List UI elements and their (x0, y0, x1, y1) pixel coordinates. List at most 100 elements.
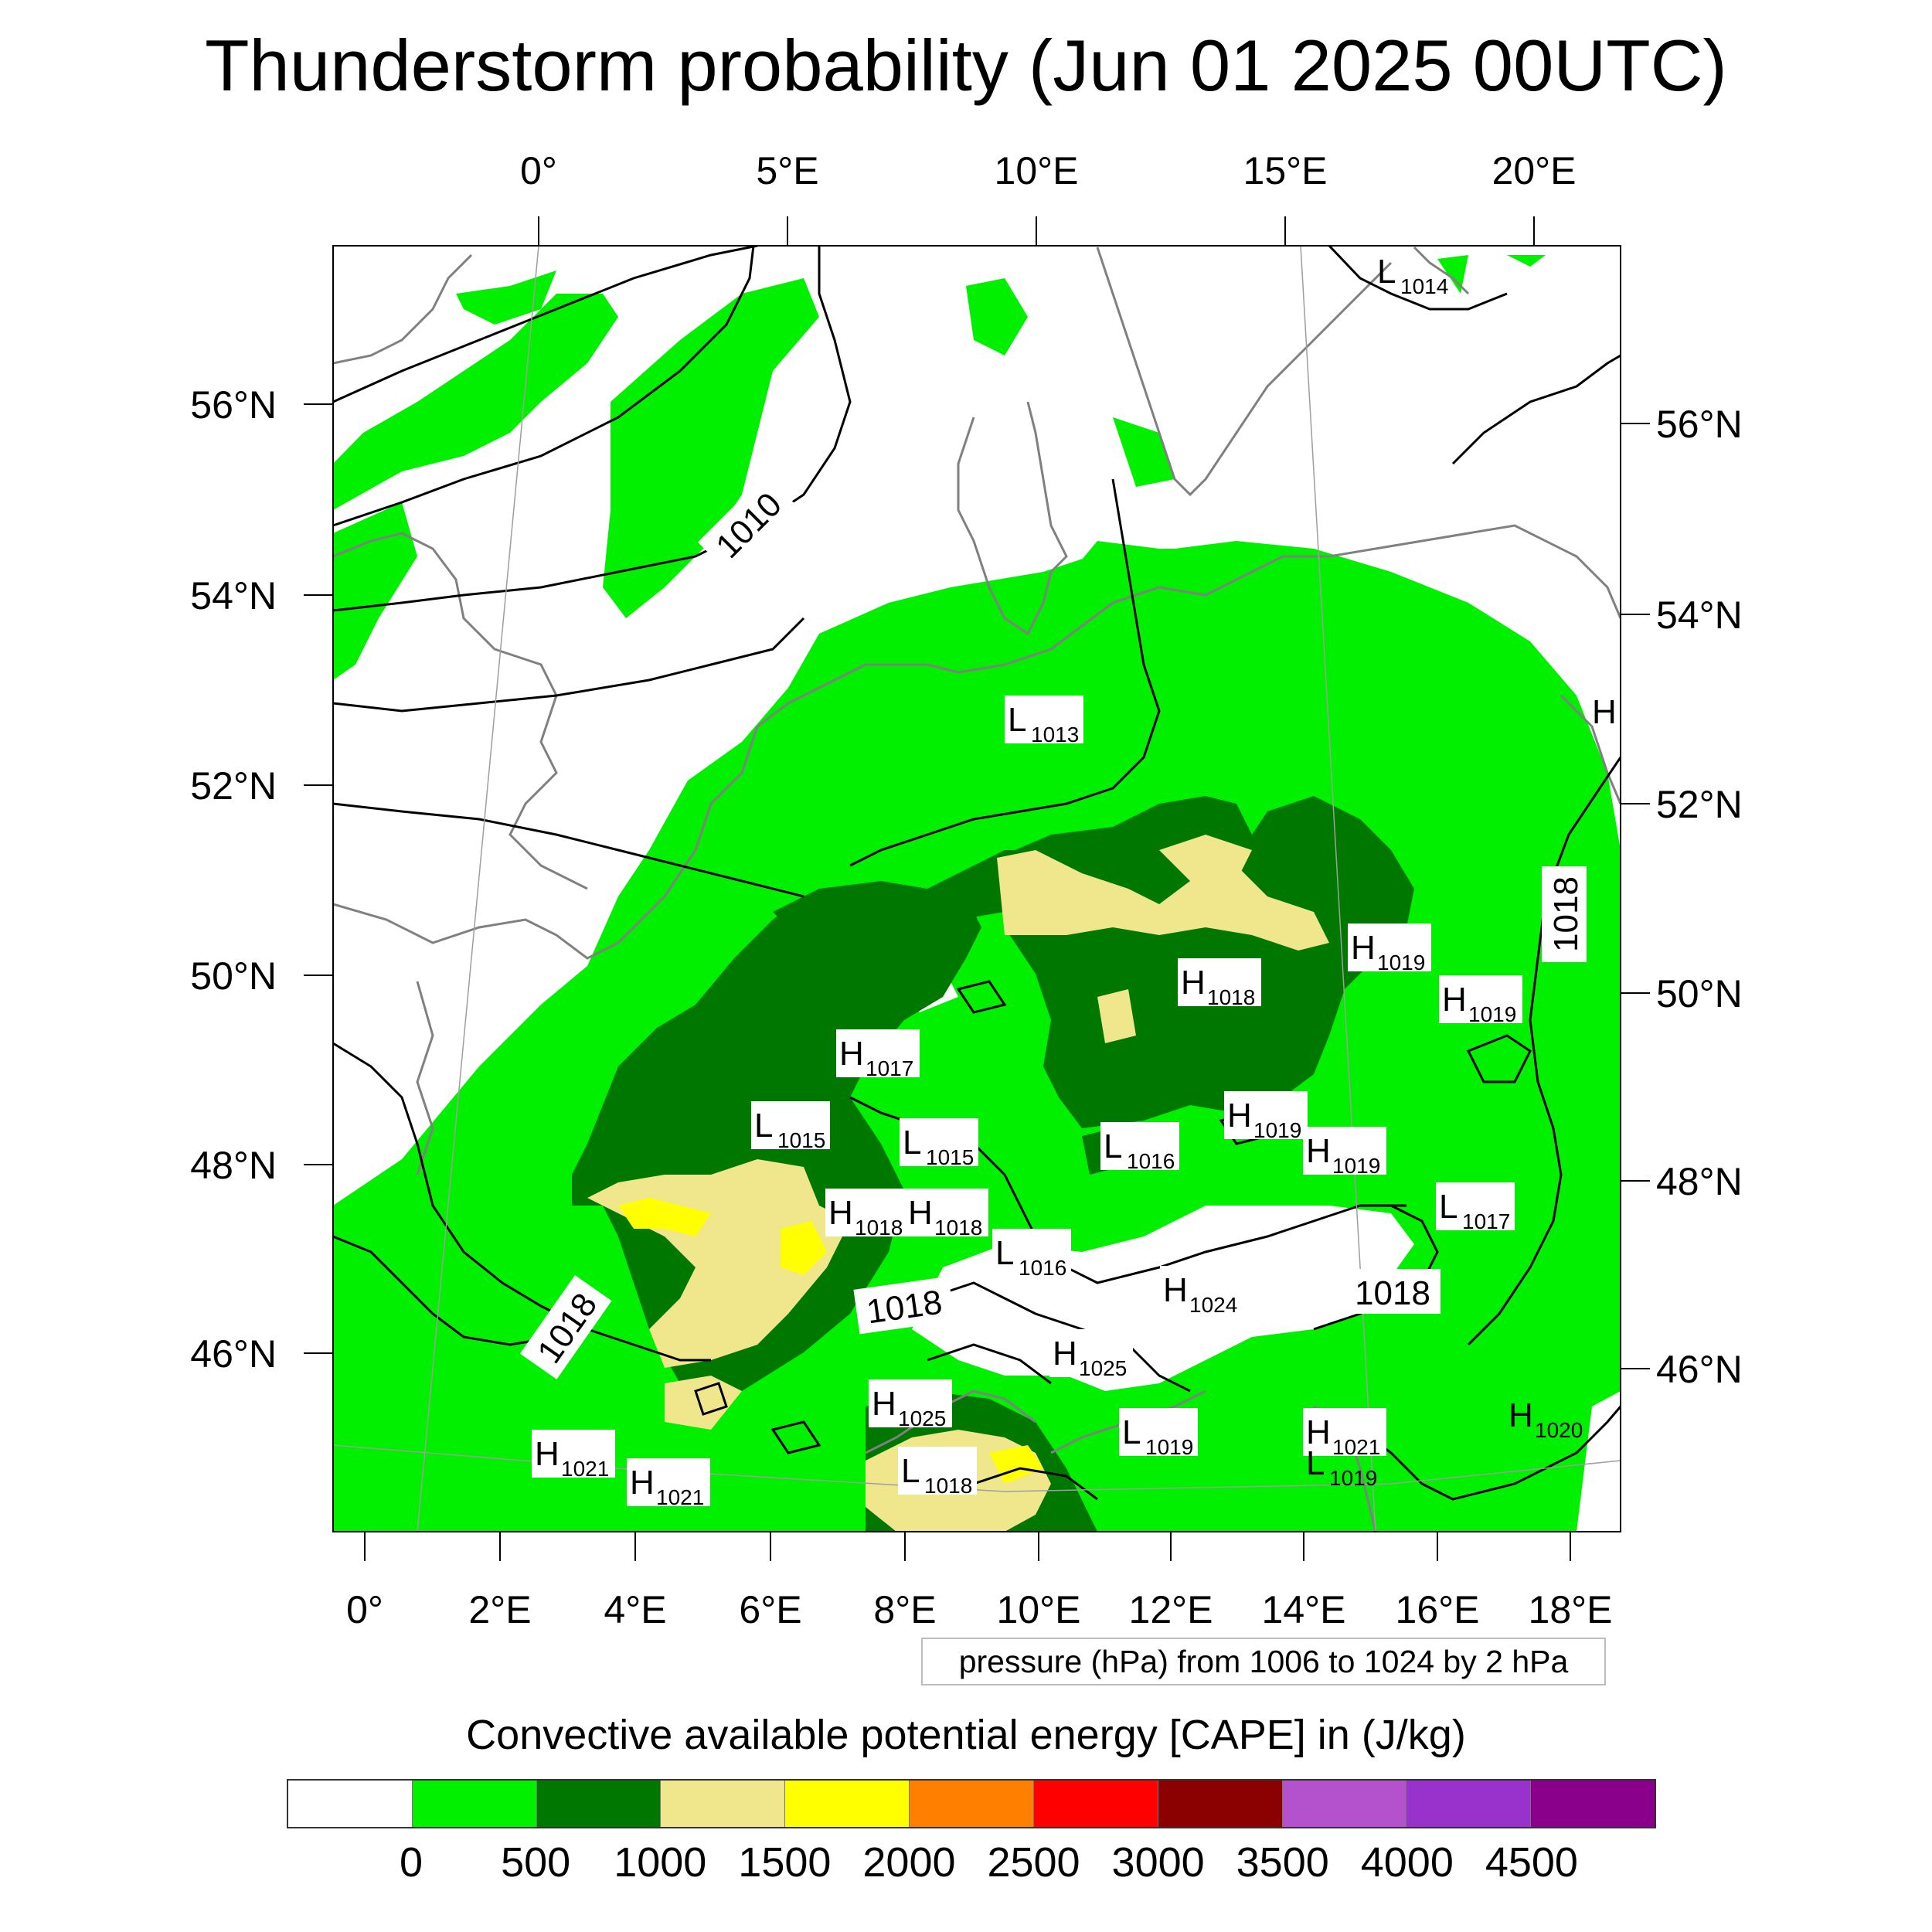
colorbar (287, 1779, 1656, 1828)
pressure-center-letter: H (1509, 1396, 1533, 1434)
pressure-center-letter: L (1008, 701, 1026, 739)
bottom-lon-label: 10°E (997, 1588, 1081, 1631)
colorbar-box (660, 1781, 785, 1827)
bottom-lon-label: 16°E (1396, 1588, 1480, 1631)
colorbar-box (1530, 1781, 1655, 1827)
colorbar-box (1406, 1781, 1531, 1827)
pressure-center-letter: H (1351, 929, 1376, 967)
pressure-center-letter: L (1306, 1444, 1325, 1482)
pressure-center-letter: H (1592, 693, 1617, 731)
pressure-center-value: 1016 (1127, 1149, 1175, 1173)
colorbar-tick-label: 2000 (862, 1839, 956, 1886)
pressure-center-value: 1025 (898, 1406, 946, 1430)
pressure-center-letter: L (1122, 1413, 1141, 1451)
bottom-lon-label: 14°E (1262, 1588, 1346, 1631)
top-lon-label: 10°E (995, 149, 1079, 192)
pressure-center-letter: H (535, 1435, 560, 1473)
pressure-center-letter: L (901, 1452, 920, 1490)
map-frame (332, 245, 1621, 1532)
colorbar-box (784, 1781, 910, 1827)
colorbar-tick-label: 3500 (1236, 1839, 1329, 1886)
left-lat-labels: 56°N 54°N 52°N 50°N 48°N 46°N (190, 383, 277, 1376)
colorbar-tick-label: 0 (400, 1839, 423, 1886)
pressure-center-letter: H (630, 1464, 655, 1502)
pressure-center-value: 1013 (1031, 723, 1079, 747)
pressure-center-value: 1019 (1145, 1435, 1193, 1459)
isobar-labels: 1010 1018 1018 1018 1018 (519, 474, 1587, 1379)
pressure-center-letter: L (995, 1234, 1014, 1272)
right-ticks (1621, 423, 1650, 1369)
isobar-label: 1018 (1355, 1274, 1430, 1312)
pressure-center-letter: L (1104, 1128, 1122, 1165)
right-lat-label: 54°N (1656, 594, 1743, 637)
pressure-center-value: 1019 (1468, 1002, 1516, 1026)
chart-title: Thunderstorm probability (Jun 01 2025 00… (205, 25, 1727, 106)
bottom-lon-label: 8°E (873, 1588, 936, 1631)
pressure-center-value: 1017 (866, 1056, 913, 1080)
colorbar-tick-label: 1500 (738, 1839, 832, 1886)
pressure-center-letter: H (828, 1194, 853, 1232)
right-lat-label: 46°N (1656, 1348, 1743, 1391)
pressure-center-letter: L (903, 1124, 921, 1162)
left-ticks (304, 403, 333, 1354)
pressure-center-value: 1015 (777, 1128, 825, 1152)
bottom-ticks (364, 1532, 1571, 1561)
pressure-center-letter: H (1306, 1132, 1331, 1170)
colorbar-tick-label: 1000 (614, 1839, 707, 1886)
top-lon-label: 20°E (1492, 149, 1577, 192)
colorbar-box (411, 1781, 536, 1827)
pressure-center-letter: L (1439, 1188, 1458, 1226)
pressure-center-value: 1021 (561, 1457, 609, 1481)
pressure-center-letter: H (1181, 964, 1206, 1002)
colorbar-tick-label: 4500 (1485, 1839, 1578, 1886)
colorbar-box (1032, 1781, 1158, 1827)
right-lat-label: 56°N (1656, 403, 1743, 446)
pressure-center-letter: H (1306, 1413, 1331, 1451)
pressure-center-value: 1015 (926, 1145, 974, 1169)
colorbar-title: Convective available potential energy [C… (466, 1712, 1466, 1758)
pressure-center-value: 1025 (1079, 1356, 1127, 1380)
top-lon-label: 5°E (756, 149, 818, 192)
pressure-center-value: 1018 (924, 1474, 972, 1498)
left-lat-label: 46°N (190, 1332, 277, 1376)
top-lon-label: 0° (520, 149, 557, 192)
pressure-center-value: 1014 (1400, 274, 1448, 298)
pressure-center-letter: L (754, 1107, 773, 1145)
contour-info-note: pressure (hPa) from 1006 to 1024 by 2 hP… (921, 1638, 1606, 1685)
colorbar-tick-label: 500 (501, 1839, 571, 1886)
pressure-center-value: 1019 (1329, 1466, 1377, 1490)
bottom-lon-label: 12°E (1129, 1588, 1213, 1631)
pressure-center-labels: L 1014 L 1013 H 1019 H 1018 H 1019 H 1017 L 101… (532, 253, 1617, 1509)
pressure-center-letter: H (872, 1385, 896, 1423)
colorbar-tick-label: 3000 (1111, 1839, 1205, 1886)
pressure-center-value: 1024 (1189, 1293, 1237, 1317)
top-ticks (538, 216, 1535, 246)
bottom-lon-label: 6°E (739, 1588, 801, 1631)
pressure-center-value: 1016 (1019, 1256, 1066, 1280)
pressure-center-letter: H (908, 1194, 933, 1232)
pressure-center-letter: H (839, 1035, 864, 1073)
right-lat-label: 52°N (1656, 783, 1743, 826)
pressure-center-letter: H (1227, 1097, 1252, 1134)
pressure-center-value: 1021 (656, 1485, 704, 1509)
colorbar-box (909, 1781, 1033, 1827)
pressure-center-value: 1021 (1332, 1435, 1380, 1459)
colorbar-box (1281, 1781, 1406, 1827)
right-lat-label: 50°N (1656, 972, 1743, 1015)
pressure-center-value: 1019 (1253, 1118, 1301, 1142)
isobar-label: 1018 (1547, 876, 1585, 952)
pressure-center-value: 1018 (934, 1216, 982, 1240)
colorbar-box (1157, 1781, 1282, 1827)
left-lat-label: 56°N (190, 383, 277, 427)
bottom-lon-label: 0° (346, 1588, 383, 1631)
pressure-center-value: 1018 (1207, 985, 1255, 1009)
top-lon-labels: 0° 5°E 10°E 15°E 20°E (520, 149, 1576, 192)
right-lat-labels: 56°N 54°N 52°N 50°N 48°N 46°N (1656, 403, 1743, 1391)
colorbar-box (536, 1781, 661, 1827)
bottom-lon-labels: 0° 2°E 4°E 6°E 8°E 10°E 12°E 14°E 16°E 1… (346, 1588, 1612, 1631)
pressure-center-value: 1019 (1332, 1154, 1380, 1178)
colorbar-tick-label: 4000 (1360, 1839, 1454, 1886)
colorbar-tick-label: 2500 (987, 1839, 1080, 1886)
pressure-center-letter: H (1442, 981, 1467, 1019)
